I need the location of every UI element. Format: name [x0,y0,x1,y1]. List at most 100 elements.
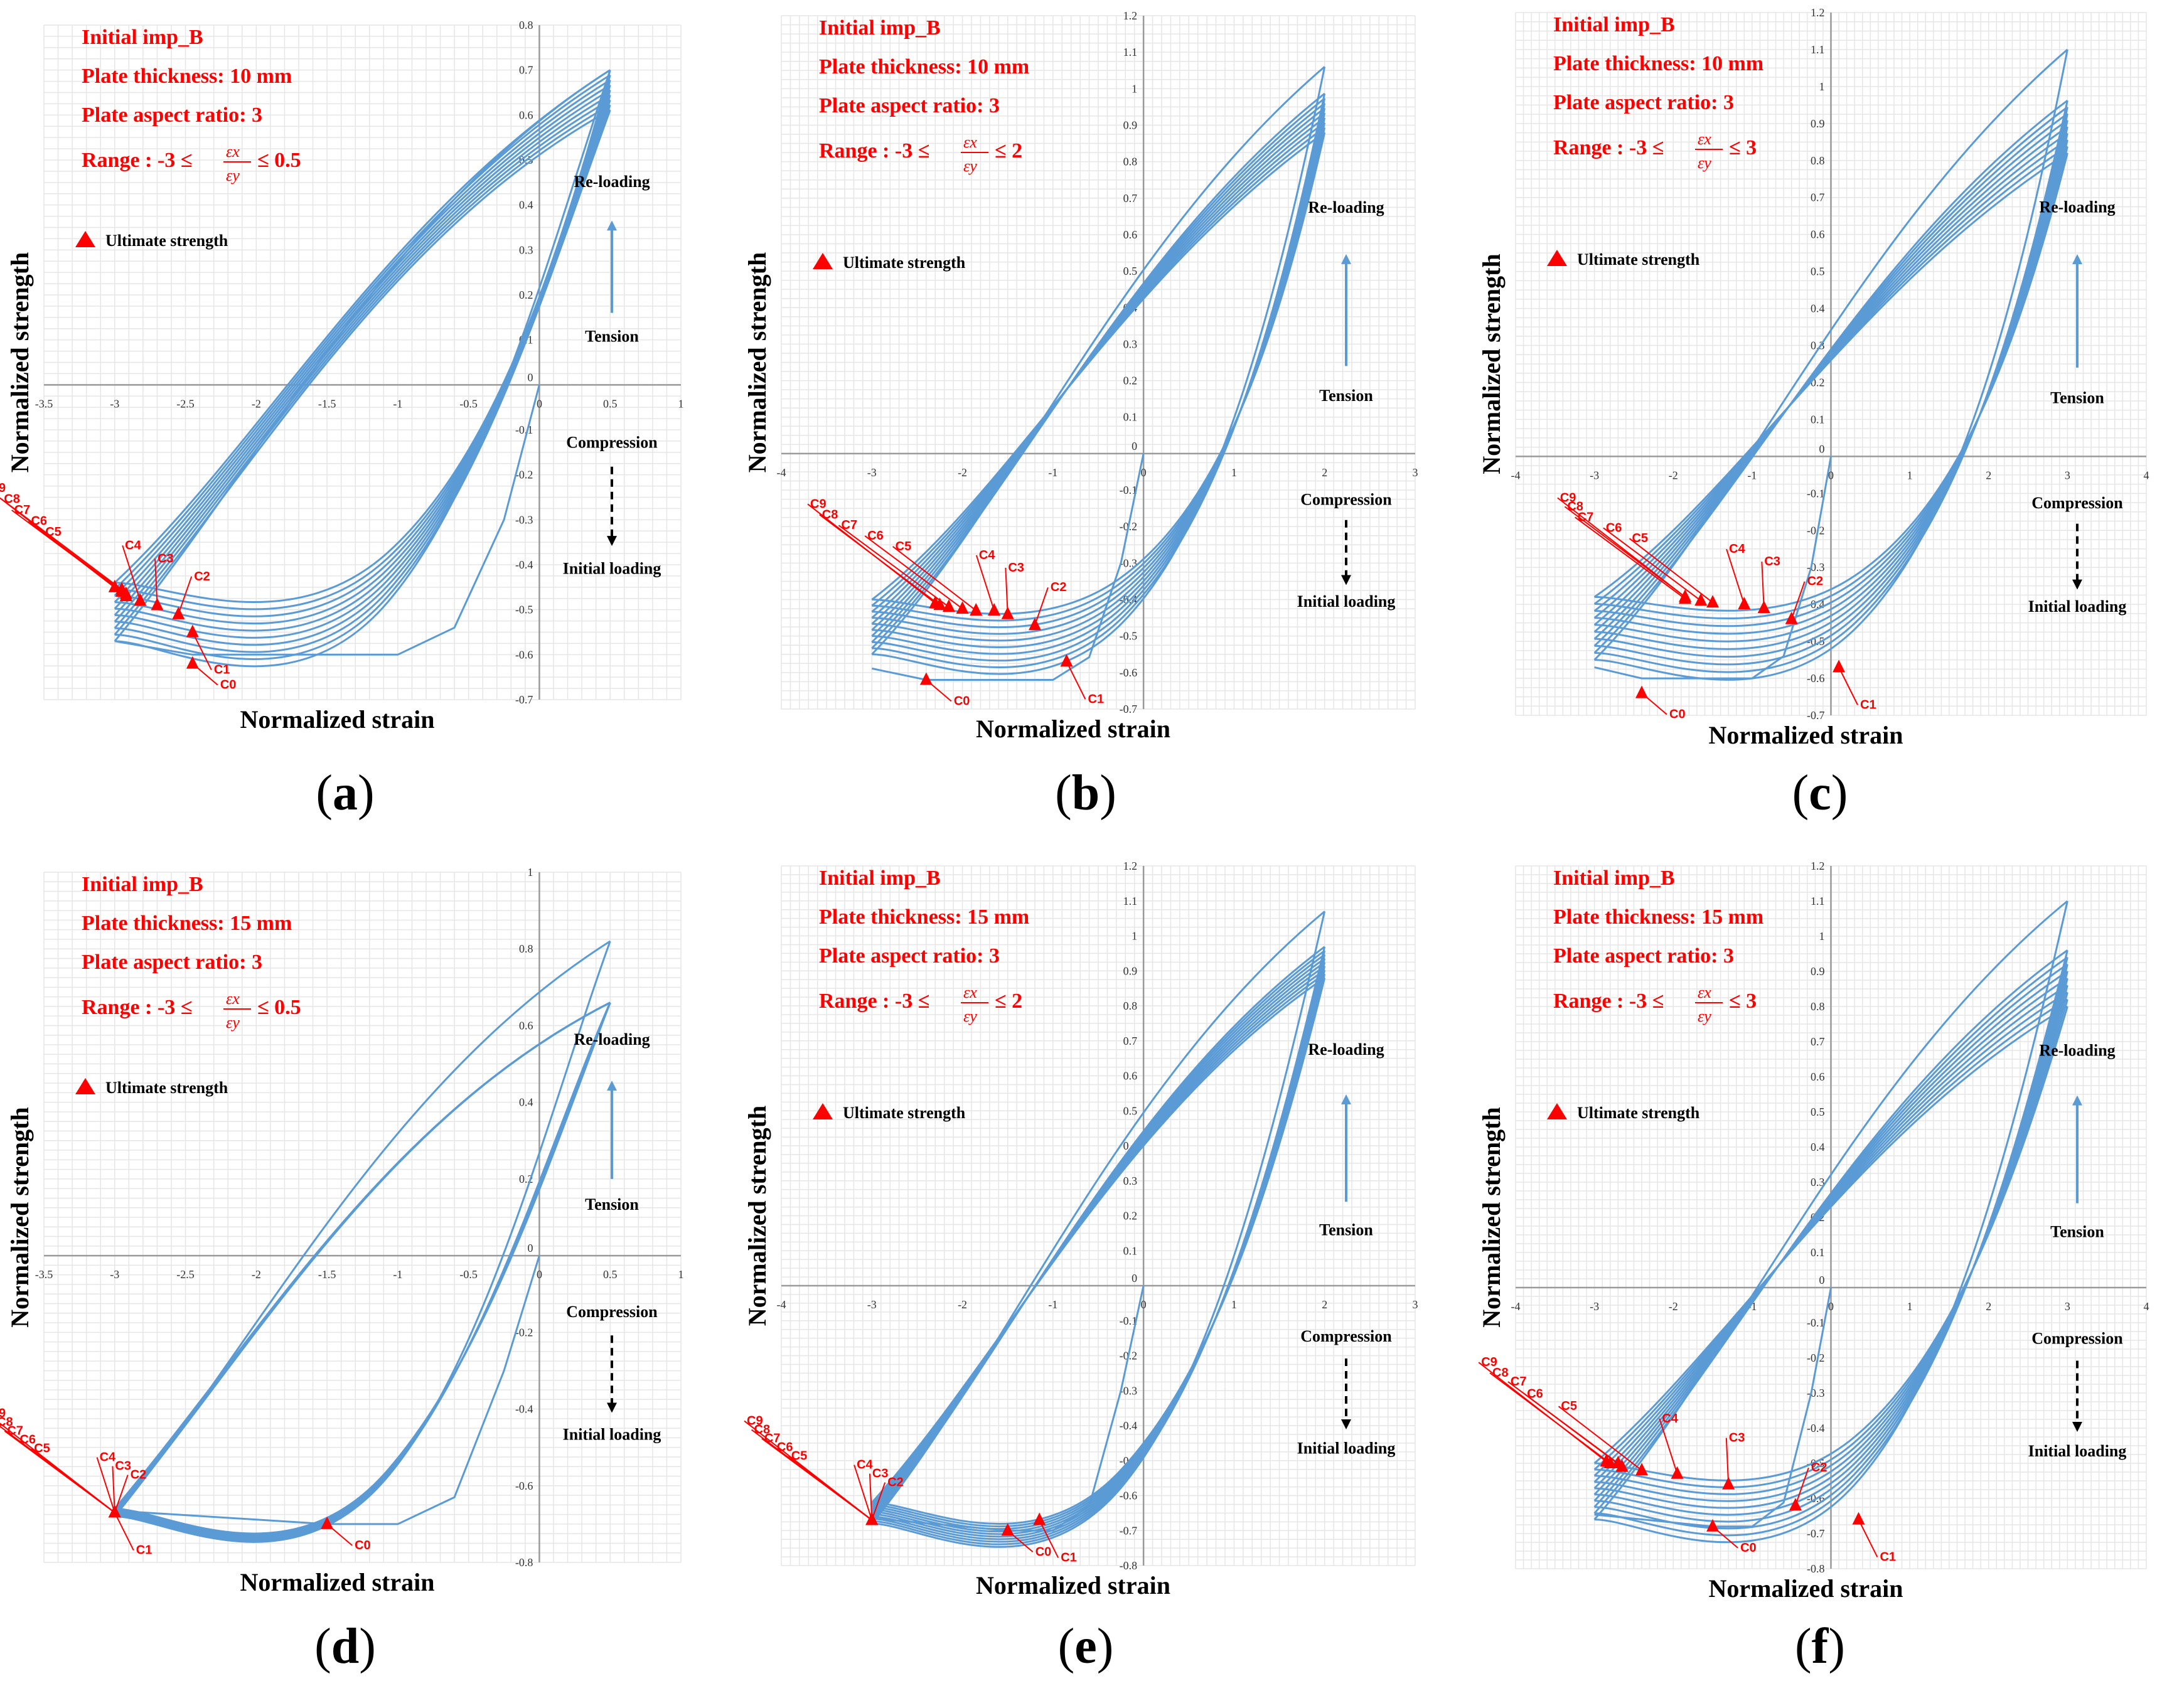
panel-label-open: ( [314,1619,331,1674]
legend-marker-icon [813,1103,833,1119]
panel-label: (a) [316,766,374,821]
leader-line-c3 [112,1466,115,1513]
x-tick-label: -4 [777,1298,786,1311]
y-axis-title: Normalized strength [6,252,34,472]
leader-line-c1 [1858,1519,1878,1558]
panel-label-close: ) [1831,766,1848,821]
y-tick-label: -0.6 [1120,666,1138,679]
y-tick-label: 1 [1819,80,1825,93]
y-tick-label: 0.8 [1123,1000,1138,1012]
leader-line-c1 [191,632,212,670]
y-tick-label: 0.1 [1811,413,1825,425]
fraction-denominator: εy [226,1013,240,1032]
marker-label-c6: C6 [1606,521,1622,535]
x-tick-label: 1 [1231,1298,1237,1311]
y-tick-label: 0.9 [1811,965,1825,978]
annotation-reloading: Re-loading [574,1030,650,1049]
y-tick-label: -0.8 [515,1556,533,1569]
fraction-numerator: εx [1698,130,1711,148]
chart-title-line: Initial imp_B [819,16,941,40]
series-reload-cycle [114,79,611,597]
chart-title-line: Initial imp_B [1553,867,1675,890]
y-tick-label: 0.4 [1811,1141,1825,1153]
series-reload-cycle [1593,1005,2068,1465]
annotation-tension: Tension [1319,1221,1373,1239]
y-tick-label: 1.1 [1811,43,1825,56]
series-unload-cycle [114,95,611,639]
y-tick-label: -0.2 [515,469,533,481]
x-tick-label: -1 [1048,1298,1057,1311]
chart-title-line: Range : -3 ≤ [819,139,929,163]
series-initial-loading [1594,456,1832,680]
y-tick-label: 0.4 [519,1096,533,1109]
y-tick-label: 1 [1132,82,1137,95]
annotation-compression: Compression [566,434,658,452]
marker-label-c2: C2 [194,570,210,584]
annotation-compression: Compression [1300,490,1392,508]
leader-line-c4 [853,1465,873,1520]
annotation-compression: Compression [566,1303,658,1321]
y-tick-label: 0.6 [1123,1070,1138,1082]
legend-marker-icon [75,231,95,247]
series-curves [114,69,611,668]
arrow-up-head-icon [1341,254,1351,264]
marker-label-c8: C8 [4,492,20,506]
leader-line-c0 [1712,1526,1738,1549]
y-axis-title: Normalized strength [743,1106,771,1326]
leader-line-c3 [154,558,158,606]
marker-label-c9: C9 [1481,1355,1497,1369]
chart-title-line: ≤ 2 [995,990,1022,1013]
arrow-down-head-icon [1341,575,1351,585]
x-axis-title: Normalized strain [1709,721,1903,749]
legend-label: Ultimate strength [843,1104,966,1122]
annotation-reloading: Re-loading [2039,198,2115,216]
panel-label-letter: d [331,1619,360,1674]
y-tick-label: 0.7 [1123,192,1138,205]
series-initial-loading [114,384,540,656]
marker-label-c5: C5 [791,1449,808,1463]
legend-marker-icon [1547,250,1567,266]
y-tick-label: -0.1 [1807,1316,1825,1329]
annotation-reloading: Re-loading [2039,1041,2115,1059]
leader-line-c2 [178,576,193,615]
panel-label-close: ) [1097,1619,1114,1674]
series-reload-cycle [114,99,611,622]
panel-label: (d) [314,1619,376,1674]
leader-line-c4 [96,1457,115,1513]
x-tick-label: -3 [110,397,119,410]
series-reload-cycle [114,1001,611,1510]
chart-title-line: Initial imp_B [819,867,941,890]
x-tick-label: -2 [1669,469,1678,481]
leader-line-c0 [192,663,218,686]
series-reload-cycle [871,977,1325,1503]
marker-label-c8: C8 [754,1423,771,1437]
y-tick-label: 0.2 [1123,1210,1138,1222]
chart-title-line: Plate thickness: 15 mm [1553,905,1763,929]
fraction-numerator: εx [226,142,240,161]
marker-c1 [186,624,199,638]
chart-title-line: ≤ 0.5 [257,149,301,172]
y-tick-label: -0.7 [1120,703,1138,715]
marker-c9 [1679,589,1692,602]
marker-label-c1: C1 [1880,1551,1896,1564]
x-tick-label: -1.5 [318,1268,336,1281]
annotation-initial-loading: Initial loading [2028,1442,2127,1460]
series-reload-cycle [871,66,1325,655]
fraction-denominator: εy [963,1007,977,1025]
arrow-down-head-icon [607,1402,617,1413]
y-tick-label: -0.5 [1807,635,1825,648]
fraction-denominator: εy [1698,1007,1711,1025]
x-tick-label: -3 [1590,1300,1599,1313]
series-unload-cycle [114,99,611,646]
leader-line-c7 [838,525,950,607]
x-tick-label: -2.5 [176,397,195,410]
y-tick-label: 0.6 [519,1019,533,1032]
chart-title-line: Plate aspect ratio: 3 [1553,91,1734,114]
marker-c5 [970,602,983,616]
leader-line-c3 [1761,562,1765,609]
marker-label-c4: C4 [1729,542,1745,556]
y-tick-label: -0.1 [1120,1315,1138,1327]
series-curves [871,66,1326,681]
x-tick-label: -1 [393,1268,402,1281]
legend-label: Ultimate strength [1577,1104,1700,1122]
